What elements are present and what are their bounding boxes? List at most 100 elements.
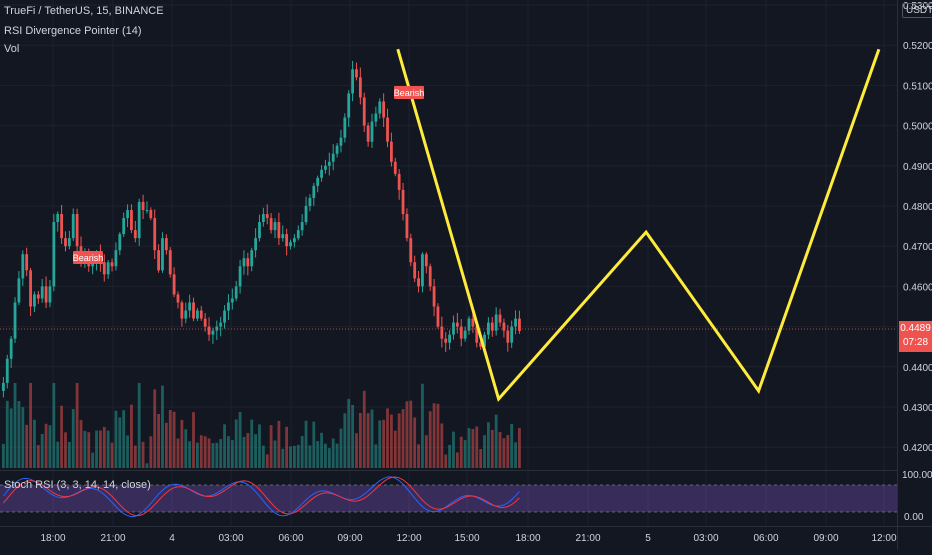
price-tick-label: 0.4400: [903, 363, 932, 374]
volume-bar: [164, 422, 168, 468]
candle-body: [130, 210, 133, 231]
volume-bar: [289, 446, 292, 468]
volume-bar: [448, 444, 451, 468]
volume-bar: [397, 413, 401, 468]
volume-bar: [343, 413, 347, 468]
volume-bar: [339, 428, 343, 468]
volume-bar: [378, 420, 382, 468]
rsi-divergence-legend[interactable]: RSI Divergence Pointer (14): [4, 25, 142, 37]
volume-bar: [36, 445, 40, 468]
volume-bar: [312, 421, 316, 468]
volume-bar: [203, 436, 207, 468]
candle-body: [428, 266, 432, 287]
candle-body: [207, 326, 211, 335]
volume-bar: [440, 423, 444, 468]
volume-bar: [518, 427, 521, 468]
volume-bar: [355, 433, 358, 468]
volume-bar: [145, 463, 149, 468]
candle-body: [141, 201, 145, 211]
candle-body: [25, 254, 29, 271]
volume-bar: [494, 414, 498, 468]
volume-bar: [358, 412, 362, 468]
candle-body: [36, 294, 40, 299]
volume-bar: [168, 409, 172, 468]
symbol-legend[interactable]: TrueFi / TetherUS, 15, BINANCE: [4, 5, 164, 17]
volume-bar: [370, 409, 374, 468]
candle-body: [242, 258, 246, 267]
candle-body: [358, 77, 362, 98]
volume-bar: [172, 411, 176, 468]
volume-bar: [487, 422, 490, 468]
volume-bar: [258, 424, 261, 468]
candle-body: [479, 342, 483, 347]
candle-body: [196, 310, 199, 319]
price-tick-label: 0.5300: [903, 1, 932, 12]
candle-body: [506, 330, 510, 343]
volume-bar: [386, 408, 389, 468]
volume-bar: [250, 419, 254, 468]
volume-bar: [293, 445, 296, 468]
volume-bar: [265, 454, 269, 468]
candle-body: [374, 113, 378, 122]
volume-bar: [490, 429, 494, 468]
candle-body: [219, 322, 223, 327]
candle-body: [335, 145, 339, 154]
volume-bar: [424, 435, 428, 468]
volume-bar: [87, 432, 91, 468]
candle-body: [21, 254, 25, 279]
volume-bar: [21, 407, 25, 468]
candle-body: [378, 101, 382, 114]
stoch-rsi-band: [0, 485, 898, 512]
candle-body: [475, 326, 479, 343]
volume-bar: [374, 444, 378, 468]
candle-body: [75, 214, 79, 247]
bearish-label-bg: [73, 251, 103, 264]
candle-body: [122, 218, 126, 235]
candle-body: [285, 234, 289, 247]
candle-body: [502, 322, 506, 331]
volume-bar: [498, 431, 502, 468]
candle-body: [161, 238, 164, 271]
candle-body: [471, 318, 475, 327]
annotations: Bearish Bearish: [73, 86, 424, 264]
candle-body: [463, 330, 467, 339]
candle-body: [176, 294, 180, 303]
volume-bar: [393, 430, 397, 468]
volume-bar: [122, 410, 126, 468]
volume-bar: [300, 436, 304, 468]
candle-body: [320, 169, 323, 178]
stoch-rsi-legend[interactable]: Stoch RSI (3, 3, 14, 14, close): [4, 479, 151, 491]
volume-bar: [13, 383, 17, 468]
candle-body: [343, 117, 347, 138]
candle-body: [33, 294, 36, 307]
volume-bar: [421, 383, 424, 468]
volume-bar: [273, 440, 277, 468]
volume-bar: [277, 420, 281, 468]
bearish-label: Bearish: [73, 253, 104, 263]
candle-body: [265, 214, 269, 219]
currency-button[interactable]: USDT: [902, 3, 932, 18]
price-tick-label: 0.4200: [903, 443, 932, 454]
candle-body: [455, 322, 459, 327]
volume-bar: [118, 417, 122, 468]
candle-body: [355, 69, 358, 78]
candle-body: [192, 302, 195, 319]
volume-bar: [153, 389, 157, 468]
volume-bar: [207, 438, 211, 468]
candle-body: [246, 258, 250, 267]
volume-bar: [428, 411, 432, 468]
volume-bar: [230, 440, 234, 468]
candle-body: [2, 382, 5, 391]
volume-legend[interactable]: Vol: [4, 43, 20, 55]
stoch-d-line: [3, 476, 520, 517]
candle-body: [327, 161, 331, 166]
price-tick-label: 0.5200: [903, 41, 932, 52]
candle-body: [250, 250, 254, 267]
volume-bar: [60, 405, 63, 468]
volume-bar: [161, 385, 164, 468]
volume-bar: [351, 405, 354, 468]
pane-separator[interactable]: [0, 470, 898, 471]
time-tick-label: 15:00: [454, 533, 479, 544]
